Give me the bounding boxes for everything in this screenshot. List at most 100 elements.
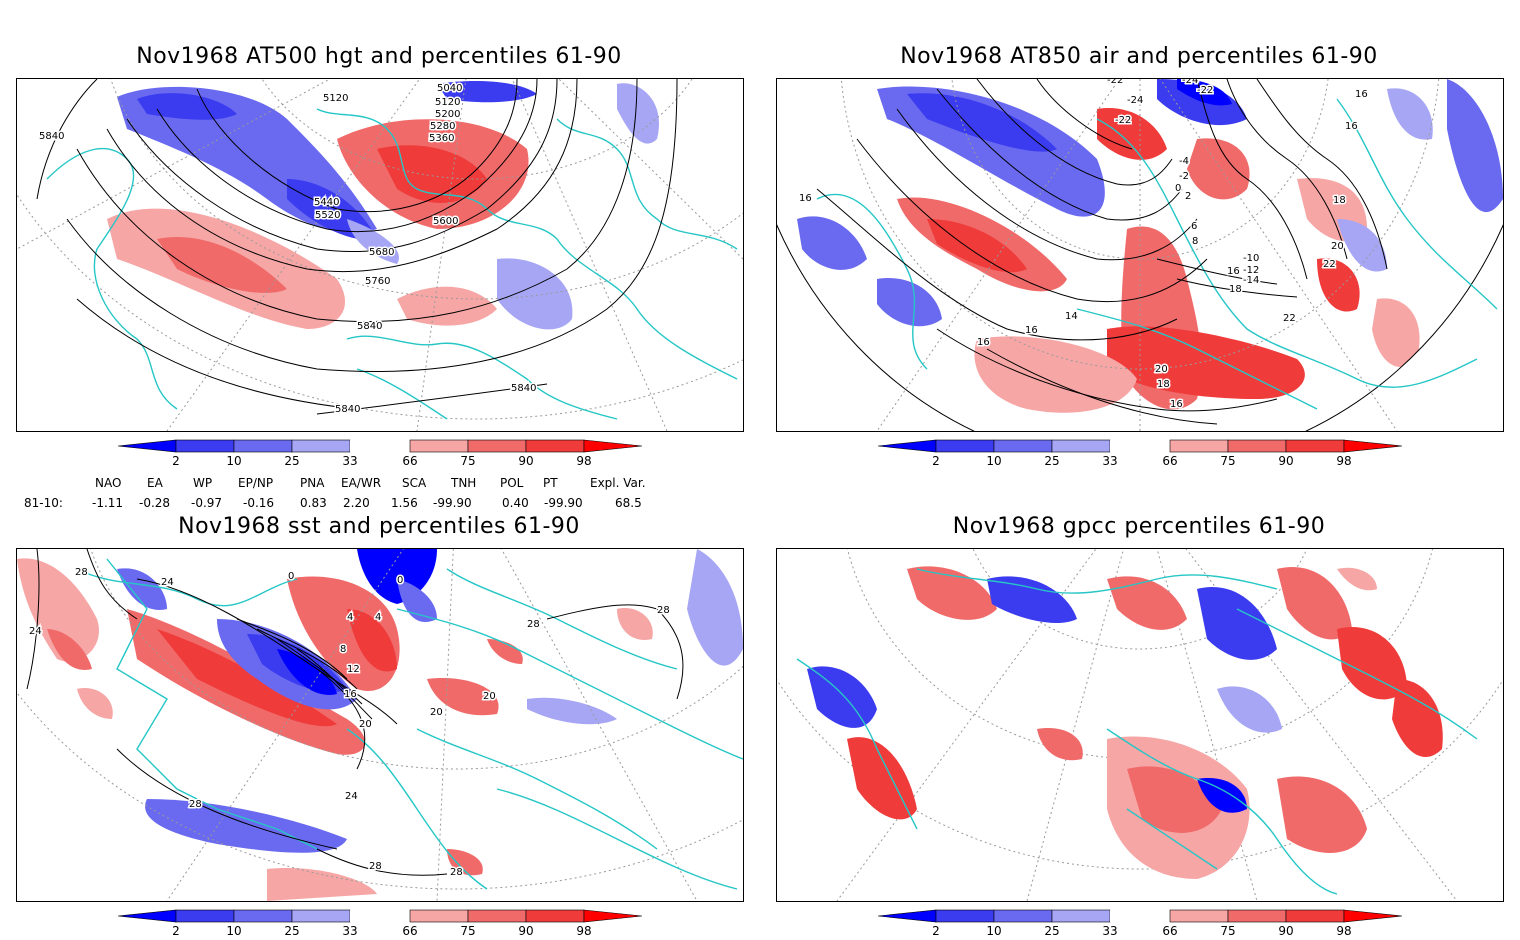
contour-label: 14 [1065,311,1078,322]
index-value: 2.20 [343,496,370,510]
colorbar-segment [1285,439,1345,453]
colorbar-segment [1110,910,1170,922]
contour-label: 2 [1185,191,1191,202]
colorbar-low-arrow [877,909,937,923]
indices-row-label: 81-10: [24,496,63,510]
indices-header-row: NAO EA WP EP/NP PNA EA/WR SCA TNH POL PT Expl. Var… [0,476,760,492]
contour-label: 5840 [357,321,382,332]
colorbar-sst: 2 10 25 33 66 75 90 98 [117,909,643,938]
index-value: -0.28 [139,496,171,510]
contour-label: 24 [345,791,358,802]
contour-label: 5840 [335,404,360,415]
index-value: -99.90 [433,496,472,510]
colorbar-segment [175,439,235,453]
contour-label: -24 [1127,95,1143,106]
colorbar-high-arrow [1343,909,1403,923]
colorbar-segment [935,439,995,453]
colorbar-segment [1051,439,1111,453]
contour-label: 18 [1229,284,1242,295]
index-header: EA [147,476,163,490]
colorbar-high-arrow [583,439,643,453]
contour-label: 28 [189,799,202,810]
colorbar-segment [409,909,469,923]
colorbar-tick-label: 10 [226,924,241,938]
colorbar-segment [1051,909,1111,923]
map-panel-sst: 28 24 24 0 0 4 4 8 12 16 20 20 20 28 24 28 28 28 28 [16,548,744,902]
colorbar-segment [993,909,1053,923]
colorbar-segment [935,909,995,923]
contour-label: 5600 [433,216,458,227]
index-value: -1.11 [92,496,124,510]
index-header: EA/WR [341,476,382,490]
colorbar-segment [467,909,527,923]
colorbar-segment [525,439,585,453]
map-panel-air850: 16 -22 -24 -22 -24 -22 -4 -2 0 2 6 8 16 16 18 20 22 -10 -1… [776,78,1504,432]
contour-label: -2 [1179,171,1189,182]
contour-label: -22 [1197,85,1213,96]
panel-title-air850: Nov1968 AT850 air and percentiles 61-90 [900,44,1378,69]
contour-label: 5280 [430,121,455,132]
contour-label: 5120 [323,93,348,104]
contour-label: 28 [450,867,463,878]
colorbar-segment [233,439,293,453]
colorbar-gpcc: 2 10 25 33 66 75 90 98 [877,909,1403,938]
contour-label: 18 [1333,195,1346,206]
colorbar-tick-label: 10 [986,454,1001,468]
colorbar-segment [409,439,469,453]
colorbar-segment [1285,909,1345,923]
colorbar-tick-label: 66 [1162,924,1177,938]
contour-label: 5440 [314,197,339,208]
colorbar-tick-label: 33 [1102,454,1117,468]
index-value: 1.56 [391,496,418,510]
colorbar-segment [1227,909,1287,923]
colorbar-tick-label: 98 [1336,924,1351,938]
colorbar-tick-label: 98 [576,454,591,468]
contour-label: -14 [1243,275,1259,286]
colorbar-tick-label: 66 [1162,454,1177,468]
colorbar-tick-label: 2 [932,924,940,938]
index-header: POL [500,476,524,490]
index-header: SCA [402,476,427,490]
colorbar-segment [350,440,410,452]
index-header: EP/NP [238,476,274,490]
panel-title-gpcc: Nov1968 gpcc percentiles 61-90 [952,514,1326,539]
contour-label: -22 [1107,79,1123,86]
contour-label: 5840 [511,383,536,394]
contour-label: 4 [347,612,353,623]
index-value: 68.5 [615,496,642,510]
colorbar-tick-label: 75 [460,924,475,938]
index-value: -99.90 [544,496,583,510]
index-header: NAO [95,476,122,490]
colorbar-low-arrow [117,439,177,453]
contour-label: 0 [1175,183,1181,194]
colorbar-tick-label: 2 [932,454,940,468]
colorbar-tick-label: 90 [1278,924,1293,938]
contour-label: 12 [347,664,360,675]
panel-title-hgt500: Nov1968 AT500 hgt and percentiles 61-90 [136,44,622,69]
contour-label: 20 [1155,364,1168,375]
colorbar-high-arrow [583,909,643,923]
colorbar-segment [350,910,410,922]
contour-label: -4 [1179,156,1189,167]
contour-label: 18 [1157,379,1170,390]
colorbar-tick-label: 75 [1220,924,1235,938]
colorbar-tick-label: 98 [576,924,591,938]
contour-label: 28 [527,619,540,630]
colorbar-tick-label: 75 [1220,454,1235,468]
contour-label: 16 [977,337,990,348]
index-value: 0.83 [300,496,327,510]
contour-label: 5840 [39,131,64,142]
colorbar-air850: 2 10 25 33 66 75 90 98 [877,439,1403,468]
colorbar-low-arrow [117,909,177,923]
index-header: Expl. Var. [590,476,646,490]
contour-label: 20 [483,691,496,702]
colorbar-segment [233,909,293,923]
contour-label: 5360 [429,133,454,144]
contour-label: -10 [1243,253,1259,264]
contour-label: 16 [1355,89,1368,100]
colorbar-segment [175,909,235,923]
colorbar-tick-label: 66 [402,454,417,468]
colorbar-tick-label: 98 [1336,454,1351,468]
contour-label: 22 [1323,259,1336,270]
